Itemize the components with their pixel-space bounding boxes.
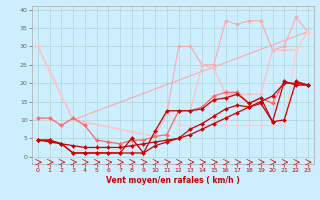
X-axis label: Vent moyen/en rafales ( km/h ): Vent moyen/en rafales ( km/h ) — [106, 176, 240, 185]
